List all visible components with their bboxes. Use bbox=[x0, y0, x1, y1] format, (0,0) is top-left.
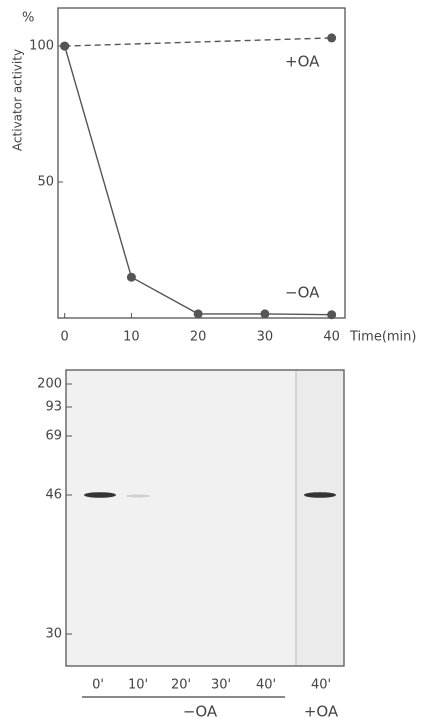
lane-label: 0' bbox=[92, 678, 104, 693]
x-tick-label: 30 bbox=[257, 330, 274, 345]
lane-label: 30' bbox=[211, 678, 231, 693]
x-tick-label: 10 bbox=[123, 330, 140, 345]
data-point bbox=[60, 42, 69, 51]
data-point bbox=[127, 273, 136, 282]
marker-label: 46 bbox=[45, 488, 62, 503]
x-tick-label: 40 bbox=[323, 330, 340, 345]
series-line bbox=[65, 38, 332, 46]
y-axis-label: Activator activity bbox=[11, 49, 25, 151]
y-tick-label: 100 bbox=[29, 39, 54, 54]
figure: % Activator activity Time(min) 50 100 0 10 2… bbox=[0, 0, 431, 721]
x-tick-label: 0 bbox=[61, 330, 69, 345]
series-label: −OA bbox=[285, 284, 320, 302]
gel-band bbox=[126, 495, 150, 498]
data-point bbox=[327, 310, 336, 319]
marker-label: 200 bbox=[37, 377, 62, 392]
x-tick-label: 20 bbox=[190, 330, 207, 345]
marker-label: 30 bbox=[45, 627, 62, 642]
data-point bbox=[327, 33, 336, 42]
gel-band bbox=[304, 492, 336, 498]
x-axis-label: Time(min) bbox=[349, 330, 416, 345]
data-point bbox=[194, 309, 203, 318]
lane-label: 10' bbox=[128, 678, 148, 693]
lane-label: 20' bbox=[171, 678, 191, 693]
lane-label: 40' bbox=[256, 678, 276, 693]
series-label: +OA bbox=[285, 53, 320, 71]
group-label: −OA bbox=[183, 703, 218, 721]
marker-label: 69 bbox=[45, 429, 62, 444]
data-point bbox=[260, 309, 269, 318]
y-unit: % bbox=[22, 11, 34, 26]
series-line bbox=[65, 46, 332, 315]
lane-label: 40' bbox=[311, 678, 331, 693]
group-label: +OA bbox=[304, 703, 339, 721]
gel-lane-panel bbox=[296, 371, 343, 665]
y-tick-label: 50 bbox=[37, 175, 54, 190]
gel-band bbox=[84, 492, 116, 498]
marker-label: 93 bbox=[45, 400, 62, 415]
